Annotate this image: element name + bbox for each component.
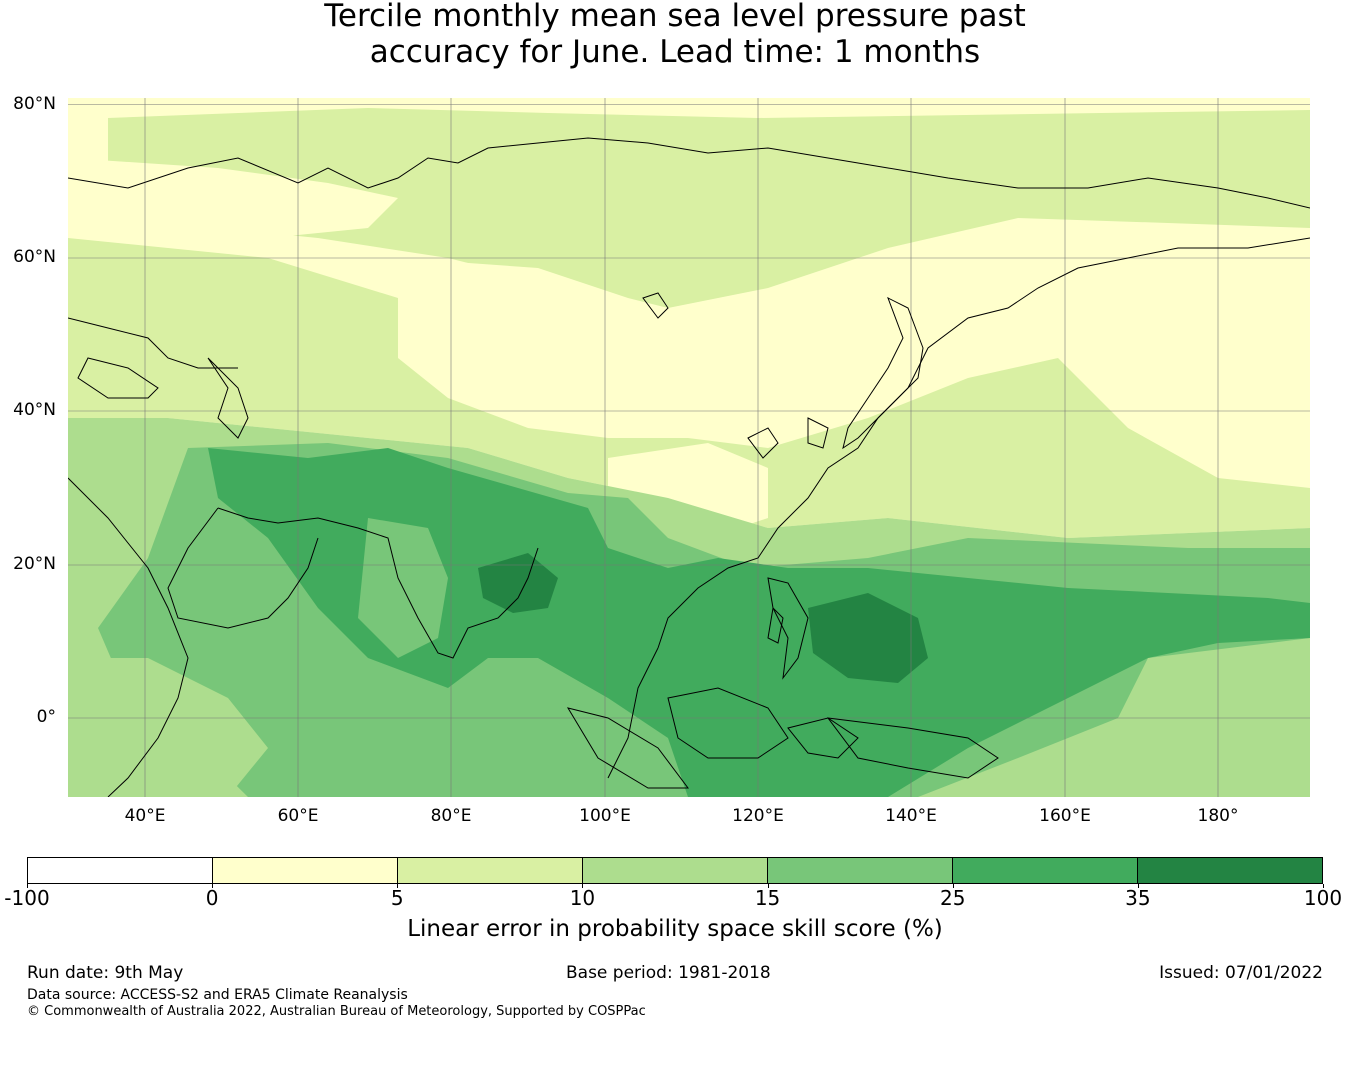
colorbar-tick-mark xyxy=(1323,884,1324,888)
chart-title-line-1: Tercile monthly mean sea level pressure … xyxy=(324,0,1026,34)
colorbar-tick-label: -100 xyxy=(4,886,50,910)
region-0-5-central xyxy=(398,258,728,428)
colorbar-segment xyxy=(953,858,1138,883)
colorbar-tick-mark xyxy=(397,884,399,888)
region-5-10-north xyxy=(108,108,1310,308)
lon-tick-label: 140°E xyxy=(885,806,937,826)
region-0-5-pacific xyxy=(1028,308,1310,478)
colorbar-tick-label: 0 xyxy=(205,886,219,910)
region-25-35 xyxy=(208,448,1310,797)
region-10-15-africa xyxy=(68,658,268,797)
lon-tick-label: 100°E xyxy=(579,806,631,826)
lat-tick-label: 20°N xyxy=(13,554,56,574)
colorbar-segment xyxy=(768,858,953,883)
colorbar-segment xyxy=(583,858,768,883)
colorbar-tick-mark xyxy=(767,884,769,888)
colorbar-segment xyxy=(28,858,213,883)
graticule xyxy=(68,98,1310,797)
copyright: © Commonwealth of Australia 2022, Austra… xyxy=(27,1004,646,1019)
lon-tick-label: 120°E xyxy=(732,806,784,826)
lat-tick-label: 80°N xyxy=(13,94,56,114)
lon-tick-label: 40°E xyxy=(124,806,166,826)
chart-title-line-2: accuracy for June. Lead time: 1 months xyxy=(369,34,981,70)
lon-tick-label: 80°E xyxy=(430,806,472,826)
colorbar-tick-label: 100 xyxy=(1303,886,1343,910)
lon-tick-label: 180° xyxy=(1197,806,1239,826)
colorbar-segment xyxy=(1138,858,1322,883)
colorbar-tick-label: 25 xyxy=(939,886,966,910)
colorbar-tick-label: 10 xyxy=(569,886,596,910)
region-35-100-philippine xyxy=(808,593,928,683)
issued-date: Issued: 07/01/2022 xyxy=(1159,963,1323,983)
lon-tick-label: 160°E xyxy=(1039,806,1091,826)
colorbar-tick-mark xyxy=(952,884,954,888)
colorbar-tick-label: 15 xyxy=(754,886,781,910)
lat-tick-label: 60°N xyxy=(13,247,56,267)
coastlines xyxy=(68,137,1310,797)
colorbar-segment xyxy=(213,858,398,883)
colorbar-tick-label: 35 xyxy=(1125,886,1151,910)
region-10-15-eastpacific xyxy=(1068,638,1310,797)
lat-tick-label: 0° xyxy=(36,707,56,727)
colorbar-tick-label: 5 xyxy=(390,886,404,910)
base-period: Base period: 1981-2018 xyxy=(566,963,771,983)
colorbar-tick-mark xyxy=(1137,884,1139,888)
lat-tick-label: 40°N xyxy=(13,400,56,420)
run-date: Run date: 9th May xyxy=(27,963,184,983)
skill-score-map xyxy=(68,98,1310,797)
map-canvas xyxy=(68,98,1310,797)
colorbar-tick-mark xyxy=(27,884,28,888)
colorbar-tick-mark xyxy=(582,884,584,888)
data-source: Data source: ACCESS-S2 and ERA5 Climate … xyxy=(27,987,408,1003)
colorbar-label: Linear error in probability space skill … xyxy=(407,916,943,942)
colorbar xyxy=(27,857,1323,884)
colorbar-segment xyxy=(398,858,583,883)
region-35-100-bengal xyxy=(478,553,558,613)
region-5-10-mid xyxy=(68,238,1310,538)
lon-tick-label: 60°E xyxy=(277,806,319,826)
colorbar-tick-mark xyxy=(212,884,214,888)
